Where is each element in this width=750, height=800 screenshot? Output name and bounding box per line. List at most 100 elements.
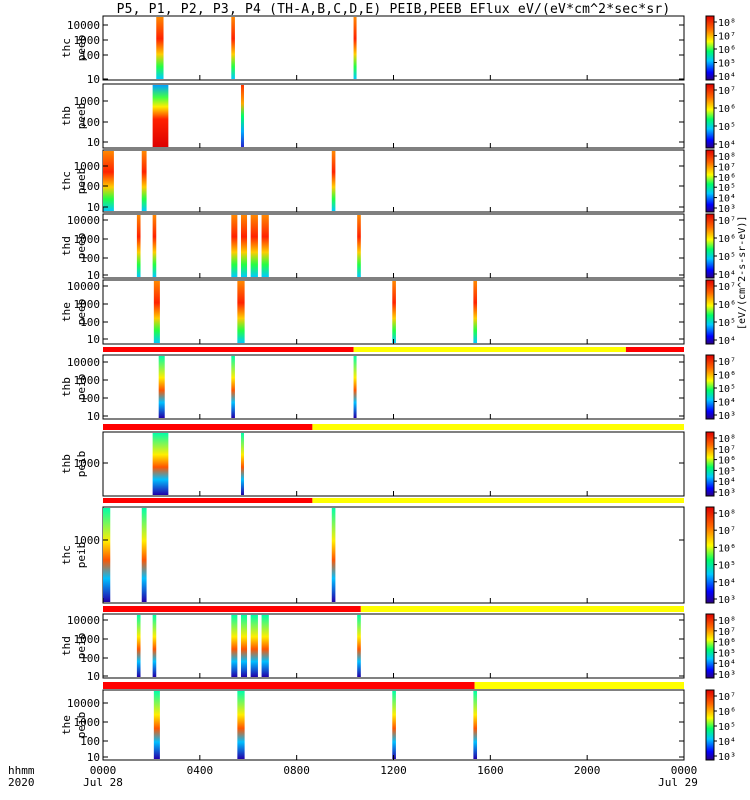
- panel-3-cbar-label-4: 10⁵: [718, 183, 736, 194]
- panel-6-ytick-label-3: 100: [80, 392, 100, 405]
- panel-3-frame: [102, 149, 685, 213]
- panel-2-burst-2: [240, 85, 244, 147]
- panel-8-ylabel-probe: thc: [60, 545, 73, 565]
- panel-8-frame: [102, 506, 685, 604]
- panel-4-ytick-label-2: 1000: [74, 233, 101, 246]
- panel-8-flag-segment-2: [312, 498, 684, 503]
- panel-4-colorbar: [705, 213, 715, 279]
- panel-8-flag-segment-1: [103, 498, 313, 503]
- panel-5-colorbar: [705, 279, 715, 345]
- panel-8-cbar-label-2: 10⁷: [718, 526, 736, 537]
- panel-9-ylabel-probe: thd: [60, 636, 73, 656]
- panel-2-ylabel-probe: thb: [60, 106, 73, 126]
- panel-8-cbar-label-6: 10³: [718, 595, 736, 606]
- panel-3-cbar-label-2: 10⁷: [718, 162, 736, 173]
- panel-2-cbar-label-1: 10⁷: [718, 86, 736, 97]
- panel-8-burst-3: [331, 508, 336, 602]
- panel-3-cbar-label-3: 10⁶: [718, 173, 736, 184]
- panel-3-cbar-label-6: 10³: [718, 204, 736, 215]
- panel-9-burst-3: [231, 615, 238, 677]
- panel-9-cbar-label-1: 10⁸: [718, 616, 736, 627]
- panel-2-colorbar: [705, 83, 715, 149]
- panel-1-ylabel-instrument: peeb: [75, 35, 88, 62]
- panel-6-ylabel-probe: thb: [60, 377, 73, 397]
- panel-4-cbar-label-1: 10⁷: [718, 216, 736, 227]
- panel-2-frame: [102, 83, 685, 149]
- panel-8-burst-1: [103, 508, 111, 602]
- panel-3-burst-1: [103, 151, 114, 211]
- panel-2-ytick-label-3: 10: [87, 136, 100, 149]
- panel-1-cbar-label-1: 10⁸: [718, 18, 736, 29]
- panel-4-ytick-label-3: 100: [80, 252, 100, 265]
- panel-9-cbar-label-5: 10⁴: [718, 659, 736, 670]
- panel-7-ylabel-instrument: peib: [75, 451, 88, 478]
- panel-6-cbar-label-5: 10³: [718, 411, 736, 422]
- panel-2-cbar-label-2: 10⁶: [718, 104, 736, 115]
- panel-1-ytick-label-2: 1000: [74, 34, 101, 47]
- panel-6-burst-2: [231, 356, 235, 418]
- panel-7-flag-segment-1: [103, 424, 313, 430]
- panel-9-colorbar: [705, 613, 715, 679]
- panel-1-frame: [102, 15, 685, 81]
- panel-10-ytick-label-4: 10: [87, 751, 100, 764]
- panel-7-cbar-label-5: 10⁴: [718, 477, 736, 488]
- panel-5-ytick-label-1: 10000: [67, 280, 100, 293]
- panel-5-burst-2: [237, 281, 245, 343]
- panel-10-cbar-label-2: 10⁶: [718, 707, 736, 718]
- panel-8-burst-2: [141, 508, 147, 602]
- panel-5-cbar-label-1: 10⁷: [718, 282, 736, 293]
- panel-6-flag-segment-2: [353, 347, 626, 352]
- panel-1-cbar-label-3: 10⁶: [718, 45, 736, 56]
- panel-8-cbar-label-5: 10⁴: [718, 578, 736, 589]
- panel-7-ylabel-probe: thb: [60, 454, 73, 474]
- panel-6-ytick-label-4: 10: [87, 410, 100, 423]
- panel-10-ytick-label-3: 100: [80, 735, 100, 748]
- panel-5-cbar-label-2: 10⁶: [718, 300, 736, 311]
- panel-3-burst-2: [141, 151, 147, 211]
- panel-9-cbar-label-2: 10⁷: [718, 627, 736, 638]
- panel-1-ytick-label-1: 10000: [67, 19, 100, 32]
- panel-6-cbar-label-4: 10⁴: [718, 398, 736, 409]
- panel-5-ytick-label-4: 10: [87, 333, 100, 346]
- panel-9-cbar-label-4: 10⁵: [718, 648, 736, 659]
- panel-3-ytick-label-3: 10: [87, 201, 100, 214]
- panel-7-cbar-label-4: 10⁵: [718, 466, 736, 477]
- panel-10-cbar-label-1: 10⁷: [718, 692, 736, 703]
- panel-3-ylabel-instrument: peeb: [75, 168, 88, 195]
- panel-10-burst-3: [392, 691, 396, 759]
- panel-7-cbar-label-2: 10⁷: [718, 445, 736, 456]
- panel-7-cbar-label-1: 10⁸: [718, 434, 736, 445]
- panel-5-ytick-label-2: 1000: [74, 298, 101, 311]
- panel-9-flag-segment-1: [103, 606, 361, 612]
- panel-9-ytick-label-3: 100: [80, 652, 100, 665]
- panel-6-ylabel-instrument: peib: [75, 374, 88, 401]
- panel-9-cbar-label-3: 10⁶: [718, 638, 736, 649]
- panel-2-ytick-label-2: 100: [80, 116, 100, 129]
- panel-4-burst-7: [357, 215, 361, 277]
- panel-9-burst-5: [250, 615, 258, 677]
- panel-4-burst-5: [250, 215, 258, 277]
- panel-10-cbar-label-5: 10³: [718, 752, 736, 763]
- panel-9-flag-segment-2: [360, 606, 684, 612]
- panel-5-burst-4: [473, 281, 478, 343]
- panel-10-ytick-label-2: 1000: [74, 716, 101, 729]
- panel-4-cbar-label-4: 10⁴: [718, 270, 736, 281]
- chart-title: P5, P1, P2, P3, P4 (TH-A,B,C,D,E) PEIB,P…: [116, 2, 671, 17]
- panel-9-ylabel-instrument: peib: [75, 633, 88, 660]
- panel-1-cbar-label-2: 10⁷: [718, 32, 736, 43]
- panel-10-ylabel-instrument: peib: [75, 712, 88, 739]
- panel-3-burst-3: [331, 151, 336, 211]
- panel-3-ylabel-probe: thc: [60, 171, 73, 191]
- panel-8-cbar-label-1: 10⁸: [718, 509, 736, 520]
- panel-3-ytick-label-1: 1000: [74, 160, 101, 173]
- panel-1-ytick-label-4: 10: [87, 73, 100, 86]
- x-tick-label-6: 2000: [574, 764, 601, 777]
- panel-1-ylabel-probe: thc: [60, 38, 73, 58]
- panel-1-cbar-label-4: 10⁵: [718, 59, 736, 70]
- panel-9-burst-2: [152, 615, 157, 677]
- panel-9-burst-4: [240, 615, 248, 677]
- panel-3-ytick-label-2: 100: [80, 180, 100, 193]
- panel-5-cbar-label-3: 10⁵: [718, 318, 736, 329]
- x-tick-label-1: 0000: [90, 764, 117, 777]
- panel-9-cbar-label-6: 10³: [718, 670, 736, 681]
